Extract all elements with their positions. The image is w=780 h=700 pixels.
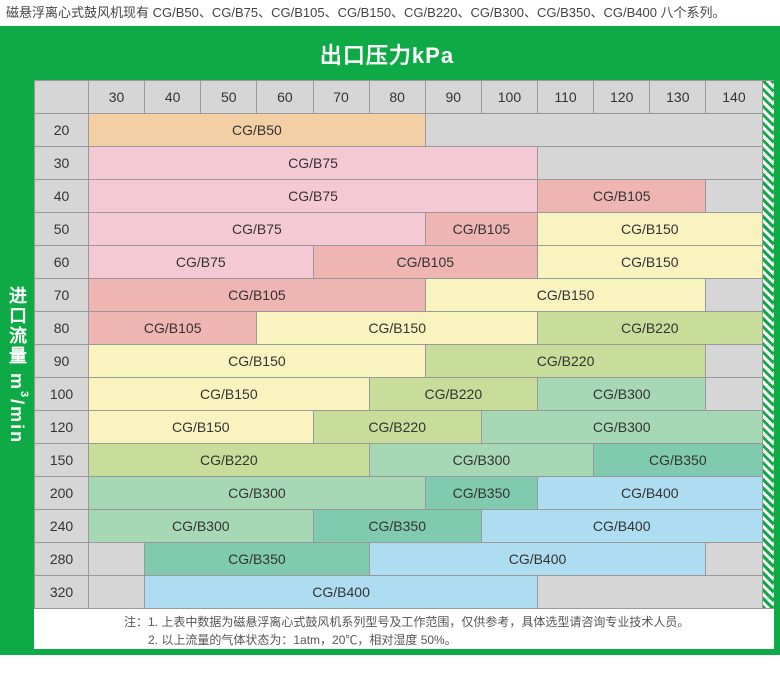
range-cell: CG/B105 bbox=[538, 180, 706, 213]
range-cell: CG/B300 bbox=[89, 477, 426, 510]
range-cell bbox=[706, 345, 762, 378]
flow-header: 120 bbox=[35, 411, 89, 444]
flow-header: 100 bbox=[35, 378, 89, 411]
range-cell: CG/B105 bbox=[313, 246, 538, 279]
range-cell bbox=[538, 147, 763, 180]
footnote-1: 注：1. 上表中数据为磁悬浮离心式鼓风机系列型号及工作范围，仅供参考，具体选型请… bbox=[124, 613, 774, 631]
flow-header: 280 bbox=[35, 543, 89, 576]
range-cell bbox=[706, 543, 762, 576]
flow-header: 200 bbox=[35, 477, 89, 510]
flow-header: 40 bbox=[35, 180, 89, 213]
flow-header: 90 bbox=[35, 345, 89, 378]
flow-header: 20 bbox=[35, 114, 89, 147]
range-cell: CG/B400 bbox=[145, 576, 538, 609]
y-axis-title: 进口流量 m3/min bbox=[0, 80, 34, 649]
range-cell: CG/B350 bbox=[313, 510, 481, 543]
range-cell: CG/B75 bbox=[89, 180, 538, 213]
flow-header: 240 bbox=[35, 510, 89, 543]
range-cell: CG/B150 bbox=[89, 378, 370, 411]
range-cell: CG/B400 bbox=[538, 477, 763, 510]
range-cell: CG/B220 bbox=[313, 411, 481, 444]
range-cell: CG/B400 bbox=[369, 543, 706, 576]
flow-header: 30 bbox=[35, 147, 89, 180]
range-cell: CG/B220 bbox=[538, 312, 763, 345]
range-cell: CG/B300 bbox=[538, 378, 706, 411]
intro-text: 磁悬浮离心式鼓风机现有 CG/B50、CG/B75、CG/B105、CG/B15… bbox=[0, 0, 780, 26]
range-cell: CG/B75 bbox=[89, 147, 538, 180]
range-cell bbox=[89, 576, 145, 609]
range-cell: CG/B150 bbox=[538, 213, 763, 246]
range-cell bbox=[89, 543, 145, 576]
range-cell bbox=[425, 114, 762, 147]
range-cell: CG/B150 bbox=[425, 279, 706, 312]
range-cell: CG/B220 bbox=[89, 444, 370, 477]
range-cell: CG/B75 bbox=[89, 213, 426, 246]
pressure-header: 110 bbox=[538, 81, 594, 114]
range-cell: CG/B350 bbox=[425, 477, 537, 510]
selection-table: 3040506070809010011012013014020CG/B5030C… bbox=[34, 80, 774, 649]
range-cell bbox=[706, 378, 762, 411]
flow-header: 70 bbox=[35, 279, 89, 312]
range-cell: CG/B150 bbox=[257, 312, 538, 345]
pressure-header: 50 bbox=[201, 81, 257, 114]
range-cell: CG/B150 bbox=[538, 246, 763, 279]
flow-header: 150 bbox=[35, 444, 89, 477]
pressure-header: 80 bbox=[369, 81, 425, 114]
range-cell: CG/B350 bbox=[145, 543, 370, 576]
range-cell: CG/B105 bbox=[89, 279, 426, 312]
range-cell bbox=[706, 279, 762, 312]
range-cell bbox=[538, 576, 763, 609]
range-cell: CG/B150 bbox=[89, 345, 426, 378]
range-cell: CG/B220 bbox=[425, 345, 706, 378]
pressure-header: 140 bbox=[706, 81, 762, 114]
pressure-header: 70 bbox=[313, 81, 369, 114]
flow-header: 50 bbox=[35, 213, 89, 246]
range-cell: CG/B300 bbox=[481, 411, 762, 444]
flow-header: 60 bbox=[35, 246, 89, 279]
pressure-header: 60 bbox=[257, 81, 313, 114]
range-cell bbox=[706, 180, 762, 213]
footnote-2: 2. 以上流量的气体状态为：1atm，20℃，相对湿度 50%。 bbox=[124, 631, 774, 649]
flow-header: 80 bbox=[35, 312, 89, 345]
x-axis-title: 出口压力kPa bbox=[0, 32, 774, 80]
range-cell: CG/B400 bbox=[481, 510, 762, 543]
footnotes: 注：1. 上表中数据为磁悬浮离心式鼓风机系列型号及工作范围，仅供参考，具体选型请… bbox=[34, 609, 774, 649]
range-cell: CG/B300 bbox=[369, 444, 594, 477]
pressure-header: 120 bbox=[594, 81, 650, 114]
pressure-header: 30 bbox=[89, 81, 145, 114]
pressure-header: 130 bbox=[650, 81, 706, 114]
range-cell: CG/B300 bbox=[89, 510, 314, 543]
flow-header: 320 bbox=[35, 576, 89, 609]
stripe-edge bbox=[762, 81, 774, 609]
range-cell: CG/B220 bbox=[369, 378, 537, 411]
pressure-header: 90 bbox=[425, 81, 481, 114]
corner-cell bbox=[35, 81, 89, 114]
range-cell: CG/B50 bbox=[89, 114, 426, 147]
chart-frame: 出口压力kPa 进口流量 m3/min 30405060708090100110… bbox=[0, 26, 780, 655]
range-cell: CG/B75 bbox=[89, 246, 314, 279]
range-cell: CG/B105 bbox=[425, 213, 537, 246]
pressure-header: 100 bbox=[481, 81, 537, 114]
range-cell: CG/B150 bbox=[89, 411, 314, 444]
pressure-header: 40 bbox=[145, 81, 201, 114]
range-cell: CG/B105 bbox=[89, 312, 257, 345]
range-cell: CG/B350 bbox=[594, 444, 762, 477]
